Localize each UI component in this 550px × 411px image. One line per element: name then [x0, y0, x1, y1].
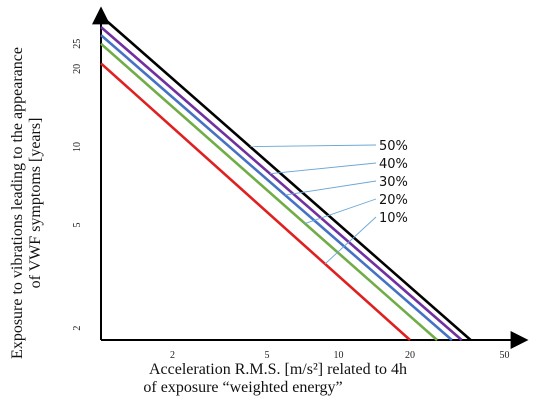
callout-labels: 50% 40% 30% 20% 10% [379, 139, 408, 226]
callout-label-20pct: 20% [379, 193, 408, 208]
y-tick-label: 2 [72, 326, 83, 331]
callout-label-30pct: 30% [379, 175, 408, 190]
leader-line-10pct [324, 216, 377, 265]
y-tick-label: 25 [72, 39, 83, 49]
callout-label-50pct: 50% [379, 139, 408, 154]
x-axis-title-line1: Acceleration R.M.S. [m/s²] related to 4h [149, 361, 407, 378]
leader-line-30pct [284, 180, 377, 196]
x-tick-label: 20 [405, 350, 415, 361]
series-line-20pct [100, 42, 438, 341]
y-tick-label: 10 [72, 142, 83, 152]
x-tick-label: 5 [265, 350, 270, 361]
series-line-50pct [100, 15, 472, 341]
series-lines [100, 15, 472, 341]
series-line-10pct [100, 62, 411, 341]
y-tick-label: 20 [72, 64, 83, 74]
axes [92, 6, 529, 349]
x-tick-label: 2 [170, 350, 175, 361]
callout-label-40pct: 40% [379, 157, 408, 172]
series-line-30pct [100, 34, 453, 341]
series-line-40pct [100, 26, 463, 341]
x-tick-label: 10 [334, 350, 344, 361]
leader-line-20pct [304, 198, 377, 225]
leader-line-40pct [269, 162, 377, 175]
callout-label-10pct: 10% [379, 211, 408, 226]
y-axis-title-line2: of VWF symptoms [years] [27, 118, 44, 289]
y-axis-title-line1: Exposure to vibrations leading to the ap… [9, 47, 26, 359]
x-axis-title-line2: of exposure “weighted energy” [143, 379, 342, 396]
y-tick-label: 5 [72, 222, 83, 227]
x-tick-label: 50 [500, 350, 510, 361]
leader-line-50pct [249, 144, 377, 148]
leader-lines [249, 144, 377, 265]
